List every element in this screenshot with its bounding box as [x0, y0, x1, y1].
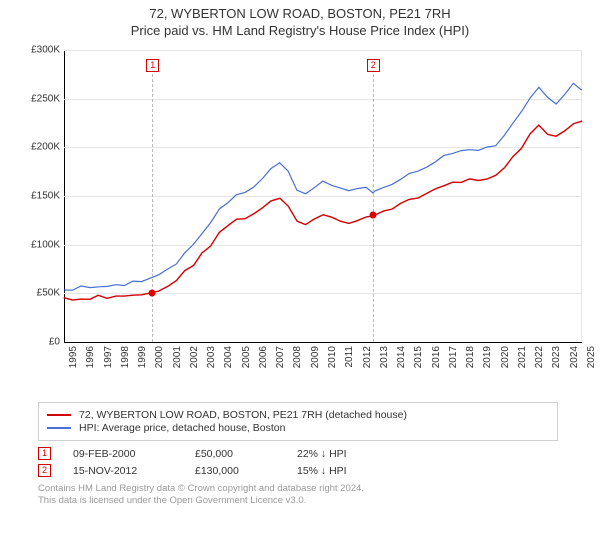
legend-row: 72, WYBERTON LOW ROAD, BOSTON, PE21 7RH … — [47, 409, 549, 421]
sale-marker-box: 2 — [38, 464, 51, 477]
x-tick-label: 2001 — [172, 346, 183, 368]
y-tick-label: £0 — [26, 337, 60, 348]
sale-row: 1 09-FEB-2000 £50,000 22% ↓ HPI — [38, 447, 558, 460]
x-tick-label: 2025 — [586, 346, 597, 368]
chart-title-line1: 72, WYBERTON LOW ROAD, BOSTON, PE21 7RH — [10, 6, 590, 21]
legend-swatch — [47, 427, 71, 429]
y-tick-label: £150K — [26, 191, 60, 202]
sale-delta: 15% ↓ HPI — [297, 465, 397, 477]
x-tick-label: 1997 — [103, 346, 114, 368]
marker-box: 2 — [367, 59, 380, 72]
x-tick-label: 2000 — [154, 346, 165, 368]
x-tick-label: 2015 — [413, 346, 424, 368]
legend-swatch — [47, 414, 71, 416]
y-tick-label: £50K — [26, 288, 60, 299]
x-tick-label: 2023 — [551, 346, 562, 368]
x-tick-label: 2007 — [275, 346, 286, 368]
legend-row: HPI: Average price, detached house, Bost… — [47, 422, 549, 434]
x-tick-label: 1999 — [137, 346, 148, 368]
sale-price: £50,000 — [195, 448, 275, 460]
sale-events: 1 09-FEB-2000 £50,000 22% ↓ HPI 2 15-NOV-2012… — [38, 447, 558, 477]
legend-label: 72, WYBERTON LOW ROAD, BOSTON, PE21 7RH … — [79, 409, 407, 421]
x-tick-label: 2002 — [189, 346, 200, 368]
marker-line — [373, 64, 374, 342]
legend: 72, WYBERTON LOW ROAD, BOSTON, PE21 7RH … — [38, 402, 558, 441]
x-tick-label: 1996 — [85, 346, 96, 368]
x-tick-label: 2004 — [223, 346, 234, 368]
y-tick-label: £250K — [26, 93, 60, 104]
x-tick-label: 2011 — [344, 346, 355, 368]
x-tick-label: 2013 — [379, 346, 390, 368]
chart-title-line2: Price paid vs. HM Land Registry's House … — [10, 23, 590, 38]
footer: Contains HM Land Registry data © Crown c… — [38, 483, 558, 508]
y-tick-label: £100K — [26, 239, 60, 250]
series-line — [64, 121, 583, 300]
sale-date: 09-FEB-2000 — [73, 448, 173, 460]
x-tick-label: 2022 — [534, 346, 545, 368]
marker-box: 1 — [146, 59, 159, 72]
x-tick-label: 1995 — [68, 346, 79, 368]
sale-date: 15-NOV-2012 — [73, 465, 173, 477]
x-tick-label: 2024 — [569, 346, 580, 368]
title-block: 72, WYBERTON LOW ROAD, BOSTON, PE21 7RH … — [0, 0, 600, 40]
x-tick-label: 2008 — [292, 346, 303, 368]
x-tick-label: 2021 — [517, 346, 528, 368]
chart: £0£50K£100K£150K£200K£250K£300K 19951996… — [30, 44, 590, 394]
line-series — [64, 50, 582, 342]
series-line — [64, 83, 581, 290]
x-tick-label: 2012 — [362, 346, 373, 368]
x-tick-label: 2005 — [241, 346, 252, 368]
marker-dot — [369, 212, 376, 219]
x-tick-label: 2010 — [327, 346, 338, 368]
legend-label: HPI: Average price, detached house, Bost… — [79, 422, 285, 434]
footer-line2: This data is licensed under the Open Gov… — [38, 495, 558, 507]
x-tick-label: 2003 — [206, 346, 217, 368]
marker-dot — [149, 289, 156, 296]
y-tick-label: £200K — [26, 142, 60, 153]
x-tick-label: 2020 — [500, 346, 511, 368]
sale-marker-box: 1 — [38, 447, 51, 460]
x-tick-label: 2009 — [310, 346, 321, 368]
marker-line — [152, 64, 153, 342]
x-axis — [64, 342, 582, 343]
x-tick-label: 2018 — [465, 346, 476, 368]
y-tick-label: £300K — [26, 45, 60, 56]
sale-delta: 22% ↓ HPI — [297, 448, 397, 460]
x-tick-label: 2006 — [258, 346, 269, 368]
x-tick-label: 2016 — [431, 346, 442, 368]
x-tick-label: 2019 — [482, 346, 493, 368]
x-tick-label: 1998 — [120, 346, 131, 368]
sale-price: £130,000 — [195, 465, 275, 477]
x-tick-label: 2017 — [448, 346, 459, 368]
footer-line1: Contains HM Land Registry data © Crown c… — [38, 483, 558, 495]
x-tick-label: 2014 — [396, 346, 407, 368]
sale-row: 2 15-NOV-2012 £130,000 15% ↓ HPI — [38, 464, 558, 477]
